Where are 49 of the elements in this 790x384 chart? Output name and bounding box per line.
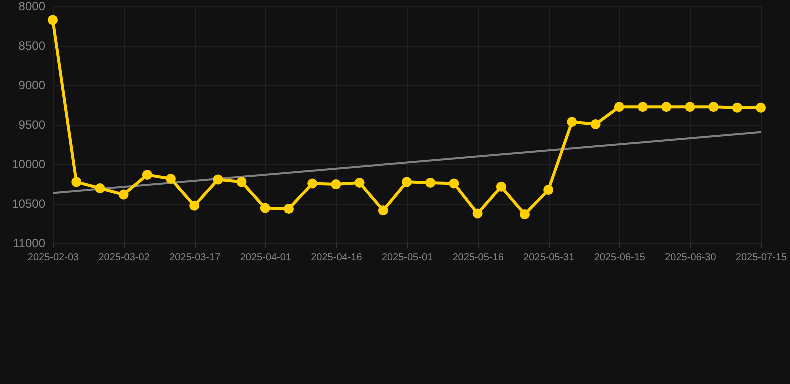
point — [544, 185, 554, 196]
x-tick-label: 2025-02-03 — [28, 252, 80, 264]
point — [331, 180, 342, 190]
point — [567, 117, 578, 128]
y-tick-label: 10500 — [12, 197, 46, 211]
point — [213, 174, 224, 185]
point — [590, 120, 601, 130]
point — [496, 182, 506, 192]
point — [662, 102, 672, 112]
y-tick-label: 8000 — [18, 0, 46, 14]
point — [378, 206, 388, 216]
point — [190, 200, 200, 211]
point — [756, 102, 766, 113]
x-tick-label: 2025-05-01 — [382, 252, 434, 264]
point — [614, 102, 624, 112]
y-tick-label: 8500 — [18, 39, 46, 53]
x-tick-label: 2025-07-15 — [736, 252, 788, 264]
x-tick-label: 2025-05-16 — [452, 252, 504, 264]
point — [472, 208, 483, 219]
x-tick-label: 2025-04-01 — [240, 252, 292, 264]
y-tick-label: 11000 — [13, 236, 46, 250]
point — [260, 203, 270, 214]
y-tick-label: 10000 — [12, 158, 46, 172]
point — [166, 174, 176, 184]
point — [426, 178, 436, 188]
x-tick-label: 2025-06-15 — [594, 252, 646, 264]
point — [685, 102, 696, 112]
point — [449, 178, 460, 189]
x-tick-label: 2025-05-31 — [524, 252, 576, 264]
point — [520, 210, 530, 220]
point — [732, 102, 742, 113]
point — [48, 15, 58, 26]
point — [142, 170, 152, 180]
y-tick-label: 9000 — [18, 78, 46, 92]
point — [402, 177, 412, 188]
x-tick-label: 2025-03-17 — [170, 252, 222, 264]
point — [72, 177, 82, 188]
point — [118, 190, 129, 200]
x-tick-label: 2025-03-02 — [98, 252, 150, 264]
point — [354, 178, 365, 188]
y-tick-label: 9500 — [18, 118, 46, 132]
point — [284, 204, 294, 214]
x-tick-label: 2025-04-16 — [311, 252, 363, 264]
point — [236, 177, 247, 188]
point — [638, 102, 648, 112]
point — [95, 184, 106, 194]
point — [708, 102, 719, 112]
x-tick-label: 2025-06-30 — [665, 252, 717, 264]
point — [308, 178, 318, 189]
